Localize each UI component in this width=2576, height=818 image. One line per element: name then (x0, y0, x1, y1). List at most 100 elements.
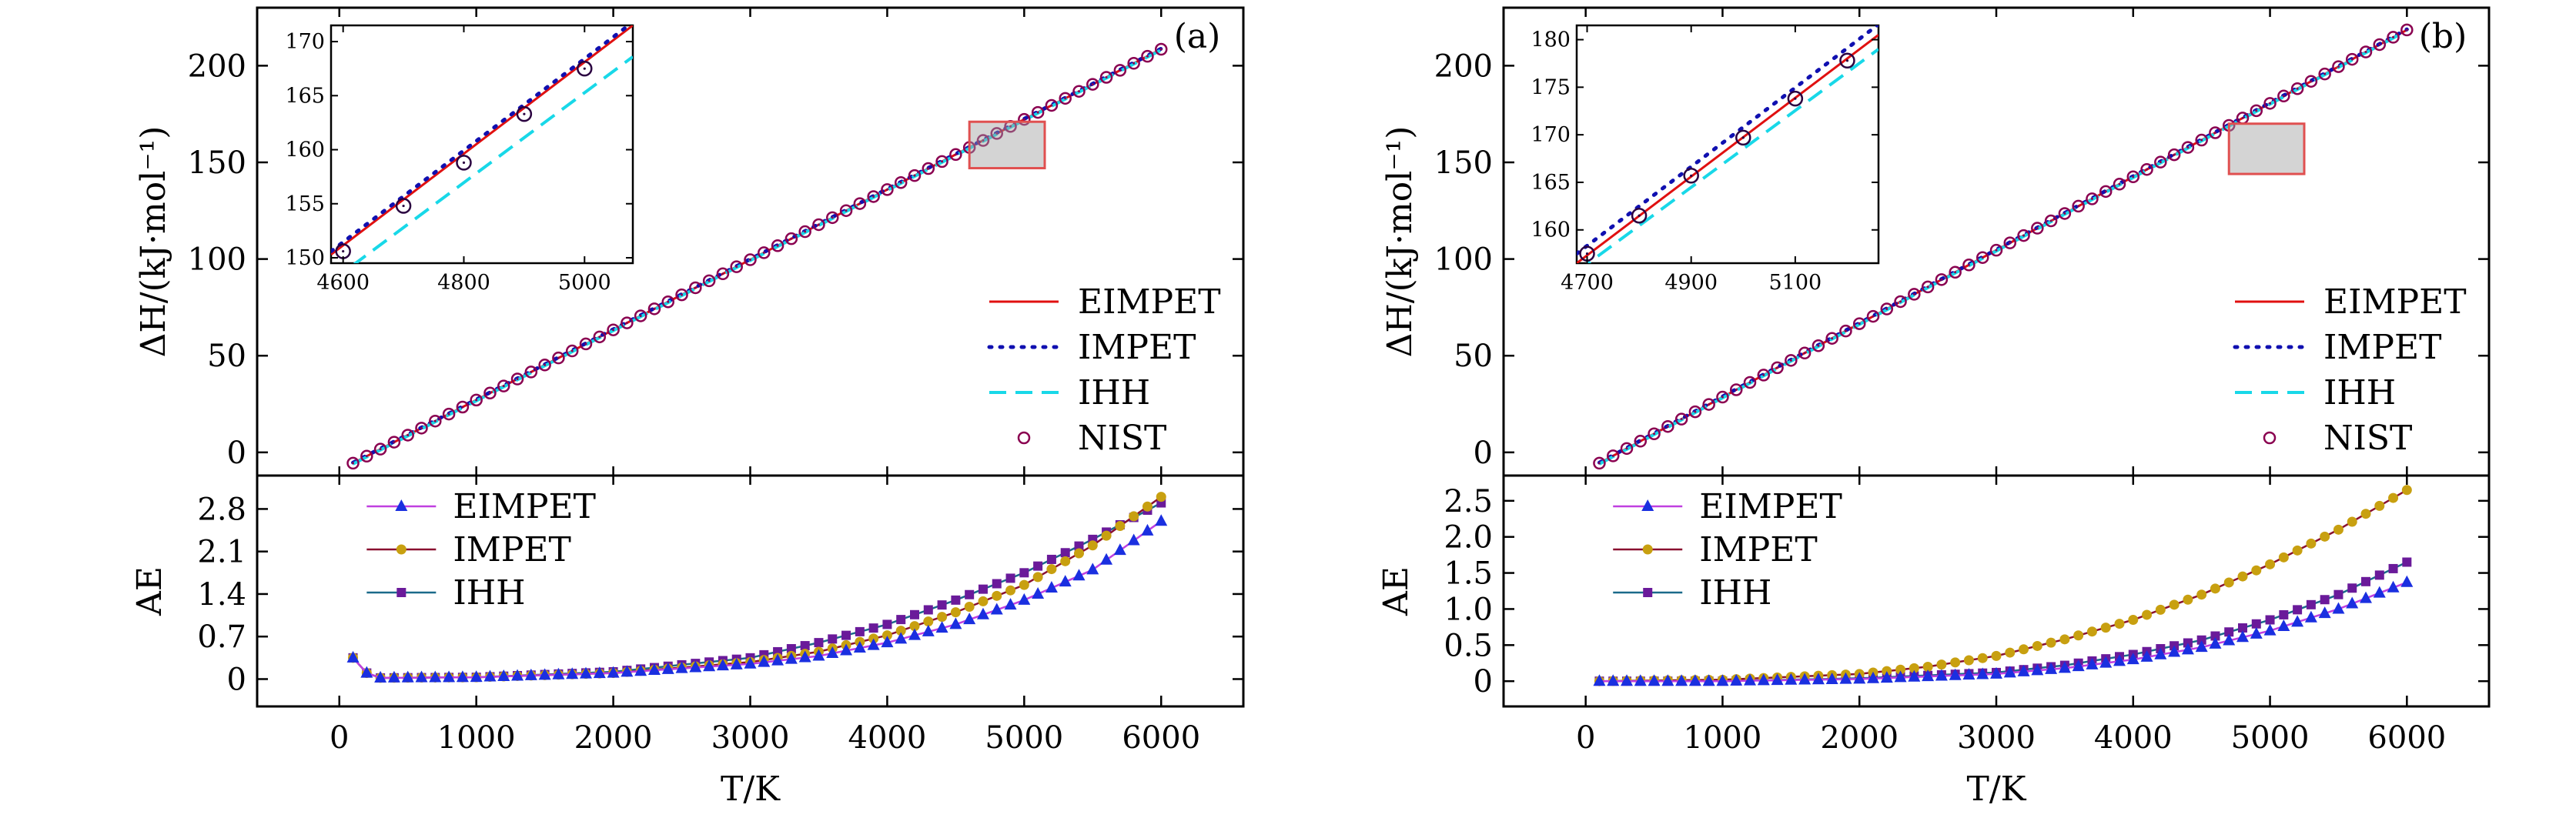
legend-label-IMPET: IMPET (1078, 328, 1196, 367)
nist-point-center (1064, 97, 1067, 100)
nist-point-center (2378, 43, 2381, 46)
nist-point-center (2310, 80, 2313, 83)
nist-point-center (475, 399, 478, 402)
nist-point-center (735, 265, 738, 269)
ae-point-IMPET (964, 602, 975, 613)
ae-point-EIMPET (401, 670, 414, 683)
ae-point-EIMPET (2304, 610, 2317, 623)
inset-y-tick-label: 150 (285, 246, 325, 270)
ae-point-EIMPET (2181, 643, 2194, 655)
nist-point-center (2173, 153, 2176, 156)
ae-point-EIMPET (387, 670, 400, 683)
ae-point-IHH (2361, 576, 2370, 586)
nist-point (647, 302, 661, 316)
nist-point (990, 127, 1003, 140)
inset-nist-point-center (1741, 136, 1745, 139)
ae-point-EIMPET (2346, 596, 2359, 609)
nist-point-center (639, 314, 642, 317)
ae-point-EIMPET (360, 666, 373, 678)
nist-point (702, 274, 716, 288)
inset-nist-point (1631, 207, 1648, 224)
nist-point (1894, 295, 1907, 309)
y-tick-label: 50 (1454, 339, 1493, 374)
nist-point (607, 323, 620, 336)
y-tick-label: 100 (1434, 242, 1493, 278)
ae-point-EIMPET (2140, 649, 2153, 662)
x-tick-label: 1000 (1684, 720, 1762, 756)
inset-x-tick-label: 5000 (558, 271, 611, 295)
nist-point-center (1954, 271, 1957, 274)
zoom-rectangle (968, 120, 1046, 170)
legend-label-EIMPET: EIMPET (2323, 282, 2467, 322)
nist-point (510, 372, 524, 386)
nist-point (2099, 185, 2113, 199)
nist-point-center (461, 406, 464, 409)
ae-point-EIMPET (730, 657, 743, 669)
inset-nist-point-center (1690, 174, 1693, 177)
nist-point-center (1597, 462, 1601, 465)
nist-point-center (2200, 139, 2203, 142)
x-tick-label: 6000 (2367, 720, 2446, 756)
ae-point-EIMPET (552, 667, 565, 679)
y-tick-label: 0 (227, 662, 246, 697)
nist-point-center (899, 181, 902, 184)
ae-point-IHH (992, 579, 1002, 589)
nist-point (1072, 85, 1086, 98)
nist-point (1127, 57, 1140, 70)
ae-point-EIMPET (580, 666, 592, 679)
x-tick-label: 0 (1576, 720, 1595, 756)
nist-point-center (2269, 102, 2272, 105)
nist-point (785, 232, 798, 245)
ae-point-IMPET (2086, 626, 2097, 637)
nist-point (675, 288, 688, 302)
ae-point-EIMPET (1922, 669, 1935, 682)
y-tick-label: 50 (207, 339, 246, 374)
nist-point (2400, 23, 2414, 37)
ae-point-EIMPET (2318, 606, 2331, 619)
y-tick-label: 150 (1434, 145, 1493, 181)
panel-a: 0 50 100 150 200 ΔH/(kJ·mol⁻¹) 0 0.7 1.4 2.1 2.8 AE… (130, 6, 1245, 809)
inset-nist-point-center (462, 161, 466, 164)
nist-point-center (749, 259, 751, 262)
ae-point-EIMPET (1086, 563, 1099, 575)
ae-point-IMPET (2142, 609, 2153, 620)
inset-nist-point (1839, 52, 1855, 68)
ae-point-IHH (814, 638, 824, 648)
y-tick-label: 100 (188, 242, 246, 278)
nist-point-center (804, 230, 807, 233)
nist-point (1798, 346, 1812, 360)
ae-point-EIMPET (1100, 553, 1113, 565)
ae-point-IMPET (2265, 559, 2276, 569)
nist-point-center (598, 336, 601, 339)
nist-point-center (2350, 58, 2354, 61)
nist-point (1962, 259, 1975, 272)
nist-point (593, 330, 607, 344)
inset-nist-point (577, 60, 593, 77)
ae-point-IHH (896, 615, 906, 625)
ae-point-EIMPET (1962, 668, 1975, 680)
nist-point (2154, 155, 2167, 169)
nist-point (1099, 71, 1113, 84)
ae-point-EIMPET (1127, 533, 1140, 546)
nist-point-center (2296, 87, 2299, 90)
nist-point (826, 211, 839, 225)
nist-point (689, 281, 702, 295)
nist-point (1825, 332, 1838, 345)
ae-point-IMPET (2374, 500, 2385, 511)
nist-point (2195, 133, 2208, 147)
nist-point (908, 169, 922, 182)
nist-point-center (1940, 278, 1943, 281)
ae-point-EIMPET (524, 668, 537, 680)
nist-point (373, 442, 387, 456)
inset-line-IHH (1585, 48, 1878, 263)
ae-point-IMPET (992, 590, 1002, 601)
nist-point-center (1776, 366, 1779, 369)
nist-point-center (420, 426, 423, 429)
ae-point-EIMPET (867, 638, 880, 650)
x-tick-label: 6000 (1122, 720, 1200, 756)
ae-point-EIMPET (949, 617, 962, 629)
ae-point-EIMPET (1607, 674, 1620, 686)
inset-nist-point (1787, 90, 1804, 107)
ae-point-EIMPET (2400, 575, 2414, 587)
ae-point-EIMPET (2209, 636, 2222, 649)
